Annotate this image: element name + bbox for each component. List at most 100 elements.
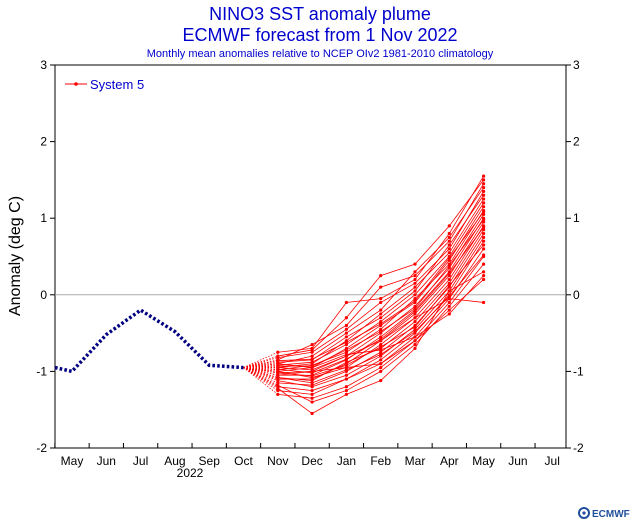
member-point	[482, 239, 486, 243]
member-point	[482, 201, 486, 205]
member-point	[379, 337, 383, 341]
forecast-members	[243, 174, 486, 416]
member-point	[379, 300, 383, 305]
member-point	[276, 386, 280, 390]
member-point	[482, 253, 486, 257]
member-point	[379, 350, 383, 354]
member-point	[482, 277, 486, 282]
member-point	[447, 243, 451, 247]
member-point	[447, 239, 451, 243]
member-point	[310, 374, 314, 378]
legend: System 5	[65, 77, 144, 92]
member-point	[482, 262, 486, 266]
ecmwf-logo: ECMWF	[578, 507, 630, 520]
member-line	[277, 229, 484, 382]
member-point	[413, 281, 417, 285]
member-point	[413, 289, 417, 293]
member-point	[379, 322, 383, 326]
member-point	[310, 350, 314, 354]
member-point	[447, 308, 451, 312]
member-point	[447, 297, 451, 301]
member-point	[310, 357, 314, 361]
member-fan-line	[243, 365, 278, 368]
member-point	[276, 373, 280, 377]
member-point	[276, 359, 280, 363]
member-fan-line	[243, 367, 278, 374]
x-tick-label: Jan	[337, 454, 356, 468]
member-point	[447, 284, 451, 288]
member-point	[413, 325, 417, 329]
member-point	[413, 262, 417, 266]
member-point	[413, 342, 417, 347]
member-point	[344, 363, 348, 367]
y-tick-label-left: 1	[40, 211, 47, 225]
chart-subtitle: ECMWF forecast from 1 Nov 2022	[182, 25, 457, 45]
member-fan-line	[243, 363, 278, 368]
member-point	[344, 352, 348, 357]
member-point	[344, 340, 348, 344]
member-point	[344, 373, 348, 377]
member-point	[379, 365, 383, 370]
member-point	[310, 371, 314, 375]
y-tick-label-left: 3	[40, 58, 47, 72]
member-point	[413, 316, 417, 320]
member-point	[310, 348, 314, 352]
member-fan-line	[243, 367, 278, 381]
member-point	[276, 356, 280, 360]
member-point	[413, 320, 417, 324]
y-tick-label-left: 0	[40, 288, 47, 302]
member-point	[482, 231, 486, 236]
member-point	[379, 378, 383, 383]
year-label: 2022	[177, 466, 204, 480]
logo-text: ECMWF	[592, 509, 630, 520]
member-point	[413, 339, 417, 343]
y-tick-label-left: 2	[40, 135, 47, 149]
member-point	[344, 388, 348, 393]
member-point	[310, 381, 314, 385]
member-point	[344, 365, 348, 370]
member-point	[379, 345, 383, 349]
member-point	[447, 271, 451, 275]
member-point	[447, 274, 451, 278]
member-point	[310, 364, 314, 368]
member-point	[310, 400, 314, 404]
member-fan-line	[243, 367, 278, 371]
member-point	[413, 293, 417, 297]
member-point	[379, 348, 383, 352]
member-point	[379, 358, 383, 362]
member-point	[482, 185, 486, 190]
member-fan-line	[243, 357, 278, 368]
member-fan-line	[243, 359, 278, 368]
member-point	[447, 294, 451, 298]
member-point	[413, 285, 417, 289]
member-point	[482, 174, 486, 178]
member-point	[413, 310, 417, 314]
member-point	[344, 357, 348, 361]
member-point	[344, 323, 348, 328]
member-point	[482, 193, 486, 197]
member-point	[413, 312, 417, 316]
member-point	[413, 335, 417, 339]
member-point	[310, 388, 314, 393]
x-tick-label: Dec	[301, 454, 322, 468]
y-axis-label: Anomaly (deg C)	[7, 196, 24, 316]
member-point	[310, 368, 314, 372]
y-axis-ticks: -2 -2 -1 -1 0 0 1 1 2 2 3 3	[36, 58, 584, 455]
x-tick-label: Feb	[370, 454, 391, 468]
x-tick-label: May	[472, 454, 495, 468]
member-point	[310, 385, 314, 389]
x-tick-label: May	[61, 454, 84, 468]
x-tick-label: Jun	[97, 454, 116, 468]
x-tick-label: Jul	[545, 454, 560, 468]
member-point	[310, 411, 314, 416]
member-point	[276, 392, 280, 396]
member-point	[447, 247, 451, 251]
member-point	[344, 342, 348, 347]
member-point	[379, 335, 383, 339]
member-point	[379, 352, 383, 357]
member-point	[276, 362, 280, 366]
x-tick-label: Jul	[133, 454, 148, 468]
member-point	[413, 274, 417, 278]
member-point	[379, 369, 383, 373]
